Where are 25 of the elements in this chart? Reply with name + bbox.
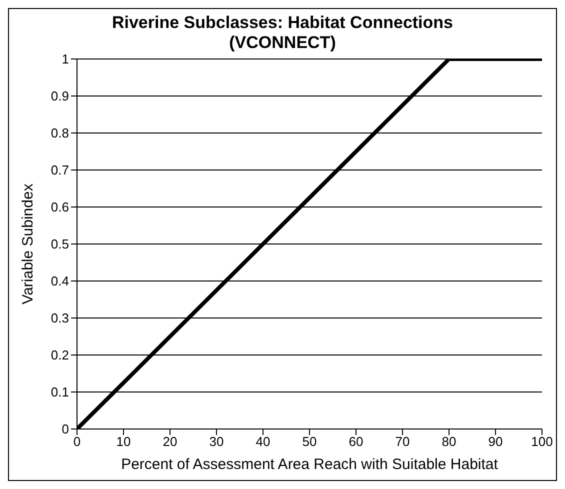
x-tick-label: 0	[73, 434, 81, 450]
x-tick-label: 10	[116, 434, 131, 450]
x-tick-label: 90	[488, 434, 503, 450]
y-tick-label: 0.6	[50, 200, 69, 215]
y-tick-label: 0.5	[50, 236, 69, 252]
x-tick-label: 70	[395, 434, 410, 450]
y-tick-label: 0.4	[50, 274, 69, 289]
y-tick-label: 0.9	[50, 88, 69, 104]
chart-title: Riverine Subclasses: Habitat Connections (VCONNECT)	[110, 12, 454, 53]
x-tick-label: 50	[302, 434, 317, 450]
y-tick-label: 0	[62, 422, 69, 437]
x-tick-label: 60	[348, 434, 364, 450]
x-tick-label: 20	[162, 434, 178, 450]
x-tick-label: 40	[256, 434, 270, 450]
y-tick-label: 1	[62, 52, 69, 67]
x-tick-label: 100	[531, 434, 553, 450]
y-tick-label: 0.8	[50, 126, 69, 141]
y-axis-title: Variable Subindex	[19, 183, 36, 304]
y-tick-label: 0.2	[50, 348, 69, 363]
y-tick-label: 0.3	[50, 310, 69, 326]
x-tick-label: 30	[209, 434, 224, 450]
x-axis-title: Percent of Assessment Area Reach with Suitable Habitat	[121, 456, 499, 473]
x-tick-label: 80	[442, 434, 456, 450]
y-tick-label: 0.7	[50, 162, 69, 178]
y-tick-label: 0.1	[50, 384, 69, 400]
